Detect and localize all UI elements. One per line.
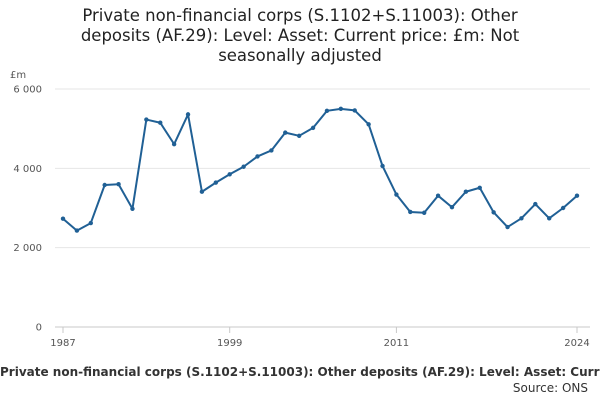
data-point	[408, 209, 413, 215]
data-point	[74, 228, 80, 233]
y-axis-unit-label: £m	[10, 70, 26, 81]
y-tick-label: 6 000	[13, 85, 42, 96]
data-point	[227, 172, 232, 177]
data-point	[547, 216, 552, 221]
data-point	[185, 112, 191, 117]
data-point	[463, 189, 469, 194]
data-point	[283, 130, 288, 135]
x-tick-label: 1999	[217, 338, 242, 349]
data-point	[60, 216, 66, 221]
data-point	[560, 205, 566, 211]
data-point	[199, 189, 205, 194]
data-point	[533, 201, 538, 207]
data-point	[338, 106, 344, 112]
data-point	[574, 193, 580, 198]
data-point	[158, 120, 163, 125]
data-point	[130, 206, 135, 211]
data-point	[241, 164, 246, 169]
data-point	[88, 220, 93, 226]
data-point	[491, 210, 496, 215]
x-tick-label: 2024	[564, 338, 589, 349]
data-point	[255, 154, 260, 159]
data-point	[366, 122, 371, 127]
y-tick-label: 4 000	[13, 164, 42, 175]
footer-caption: Private non-financial corps (S.1102+S.11…	[0, 365, 600, 379]
data-point	[102, 182, 107, 188]
data-point	[435, 193, 441, 198]
data-point	[310, 125, 316, 131]
chart-title-line-1: Private non-financial corps (S.1102+S.11…	[82, 6, 518, 25]
data-point	[505, 224, 510, 230]
data-point	[296, 133, 302, 139]
data-point	[352, 108, 357, 113]
data-point	[394, 192, 399, 197]
chart-title: Private non-financial corps (S.1102+S.11…	[0, 6, 600, 66]
chart-title-line-3: seasonally adjusted	[218, 46, 382, 65]
data-point	[144, 117, 149, 122]
data-point	[449, 205, 455, 210]
data-point	[269, 148, 274, 153]
data-point	[477, 185, 482, 190]
y-tick-label: 0	[36, 323, 42, 334]
axes: 0 2 000 4 000 6 000 1987 1999 2011 2024	[13, 85, 590, 349]
data-point	[213, 180, 219, 185]
data-point	[519, 216, 524, 221]
chart-title-line-2: deposits (AF.29): Level: Asset: Current …	[80, 26, 520, 45]
data-point	[421, 210, 427, 215]
series-line	[62, 107, 578, 232]
data-point	[380, 163, 385, 169]
data-point	[324, 108, 330, 114]
y-tick-label: 2 000	[13, 243, 42, 254]
data-point	[171, 141, 177, 147]
footer-source: Source: ONS	[512, 381, 588, 395]
gridlines	[55, 88, 590, 249]
x-tick-label: 1987	[50, 338, 75, 349]
x-tick-label: 2011	[384, 338, 409, 349]
data-series	[60, 106, 580, 233]
data-point	[116, 182, 121, 187]
